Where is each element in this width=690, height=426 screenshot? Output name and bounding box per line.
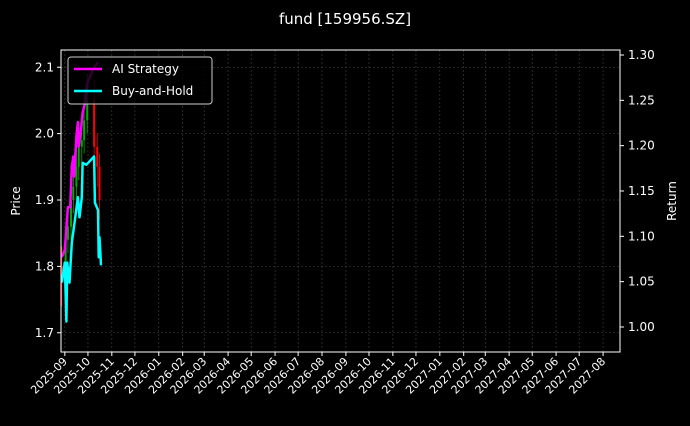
candle-body: [96, 146, 99, 167]
candle-body: [60, 266, 63, 280]
chart-title: fund [159956.SZ]: [279, 10, 411, 28]
y-right-tick-label: 1.05: [628, 275, 655, 289]
y-left-tick-label: 1.8: [35, 259, 54, 273]
candle-body: [64, 239, 67, 280]
y-right-tick-label: 1.20: [628, 139, 655, 153]
y-right-tick-label: 1.15: [628, 184, 655, 198]
candle-body: [75, 166, 78, 187]
y-right-tick-label: 1.00: [628, 320, 655, 334]
candle-body: [70, 200, 73, 227]
candle-body: [80, 140, 83, 147]
y-left-tick-label: 1.9: [35, 193, 54, 207]
candle-body: [66, 226, 69, 240]
plot-frame: [60, 49, 621, 353]
y-axis-left-label: Price: [9, 186, 23, 215]
y-right-tick-label: 1.25: [628, 93, 655, 107]
legend: AI Strategy Buy-and-Hold: [67, 56, 213, 105]
candle-body: [86, 100, 89, 121]
candle-body: [98, 166, 101, 201]
candle-body: [93, 100, 96, 147]
y-left-tick-label: 2.1: [35, 60, 54, 74]
legend-label-ai-strategy: AI Strategy: [112, 62, 179, 76]
legend-label-buy-and-hold: Buy-and-Hold: [112, 84, 193, 98]
series-line-buy-and-hold: [60, 155, 103, 323]
candle-body: [72, 186, 75, 201]
legend-box: [67, 56, 213, 105]
y-axis-right: 1.00 1.05 1.10 1.15 1.20 1.25 1.30: [620, 48, 655, 334]
candle-body: [83, 120, 86, 141]
candle-body: [77, 146, 80, 167]
y-axis-right-label: Return: [665, 181, 679, 221]
y-axis-left: 1.7 1.8 1.9 2.0 2.1: [35, 60, 61, 340]
y-left-tick-label: 1.7: [35, 326, 54, 340]
y-right-tick-label: 1.30: [628, 48, 655, 62]
candles: [60, 73, 101, 307]
y-left-tick-label: 2.0: [35, 127, 54, 141]
y-right-tick-label: 1.10: [628, 229, 655, 243]
